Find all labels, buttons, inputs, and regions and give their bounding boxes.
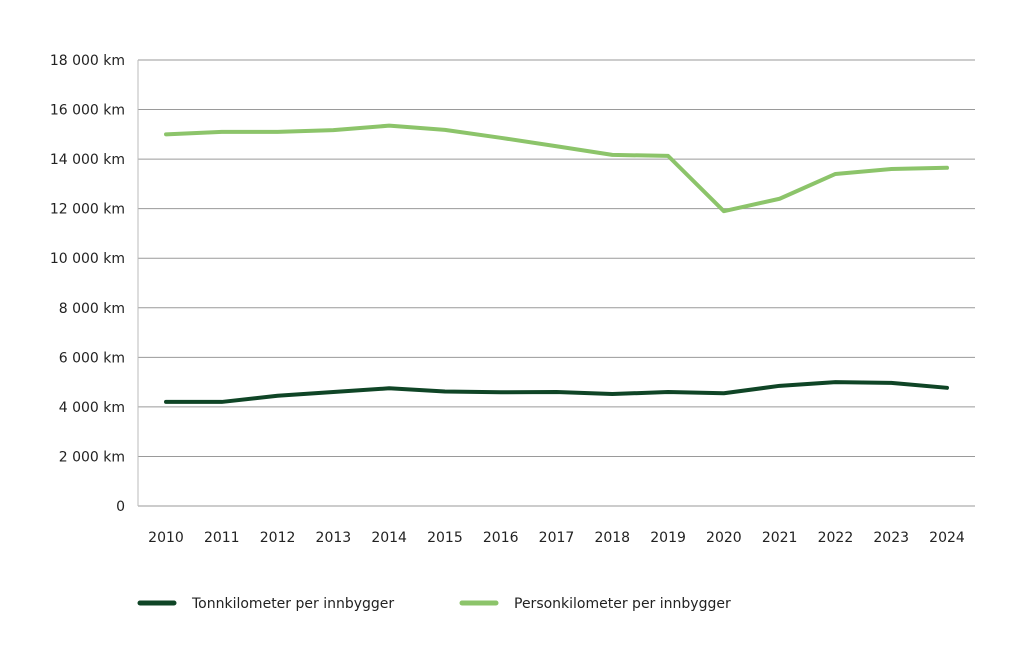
x-tick-label: 2019	[650, 530, 686, 546]
x-tick-label: 2016	[483, 530, 519, 546]
y-tick-label: 4 000 km	[59, 400, 125, 416]
x-tick-label: 2010	[148, 530, 184, 546]
y-tick-label: 0	[116, 499, 125, 515]
x-tick-label: 2015	[427, 530, 463, 546]
x-tick-label: 2024	[929, 530, 965, 546]
x-tick-label: 2011	[204, 530, 240, 546]
y-tick-label: 12 000 km	[50, 202, 125, 218]
y-tick-label: 8 000 km	[59, 301, 125, 317]
x-tick-label: 2022	[818, 530, 854, 546]
y-tick-label: 6 000 km	[59, 350, 125, 366]
x-tick-label: 2020	[706, 530, 742, 546]
x-tick-label: 2017	[539, 530, 575, 546]
y-tick-label: 14 000 km	[50, 152, 125, 168]
y-tick-label: 18 000 km	[50, 53, 125, 69]
y-tick-label: 2 000 km	[59, 449, 125, 465]
y-tick-label: 10 000 km	[50, 251, 125, 267]
x-tick-label: 2013	[316, 530, 352, 546]
x-tick-label: 2021	[762, 530, 798, 546]
legend-label: Personkilometer per innbygger	[514, 596, 731, 612]
legend-label: Tonnkilometer per innbygger	[191, 596, 394, 612]
x-tick-label: 2023	[873, 530, 909, 546]
series-line-personkilometer	[166, 126, 947, 211]
y-tick-label: 16 000 km	[50, 103, 125, 119]
x-tick-label: 2012	[260, 530, 296, 546]
x-tick-label: 2018	[594, 530, 630, 546]
x-tick-label: 2014	[371, 530, 407, 546]
